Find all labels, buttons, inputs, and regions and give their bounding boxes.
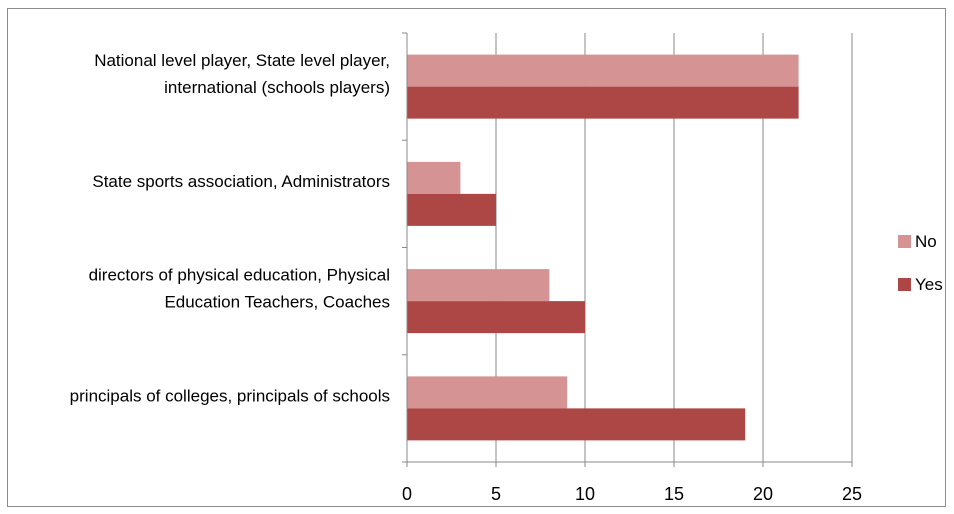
bar-yes-2 xyxy=(407,301,585,333)
bar-no-2 xyxy=(407,269,549,301)
category-label-line: principals of colleges, principals of sc… xyxy=(70,386,390,405)
bar-yes-3 xyxy=(407,408,745,440)
bar-no-0 xyxy=(407,55,799,87)
legend-swatch-no xyxy=(898,235,911,248)
x-tick-label: 20 xyxy=(753,484,773,504)
legend-swatch-yes xyxy=(898,278,911,291)
legend-label-no: No xyxy=(915,232,937,251)
category-label: principals of colleges, principals of sc… xyxy=(70,386,390,405)
bar-no-3 xyxy=(407,376,567,408)
category-label-line: Education Teachers, Coaches xyxy=(164,293,390,312)
bar-yes-1 xyxy=(407,194,496,226)
category-label-line: directors of physical education, Physica… xyxy=(89,266,390,285)
bar-no-1 xyxy=(407,162,460,194)
category-label: State sports association, Administrators xyxy=(92,172,390,191)
x-tick-label: 5 xyxy=(491,484,501,504)
category-label-line: State sports association, Administrators xyxy=(92,172,390,191)
x-tick-label: 25 xyxy=(842,484,862,504)
category-label-line: National level player, State level playe… xyxy=(94,51,390,70)
x-tick-label: 10 xyxy=(575,484,595,504)
x-tick-label: 15 xyxy=(664,484,684,504)
bar-yes-0 xyxy=(407,87,799,119)
x-tick-label: 0 xyxy=(402,484,412,504)
category-label-line: international (schools players) xyxy=(164,78,390,97)
legend-label-yes: Yes xyxy=(915,275,943,294)
